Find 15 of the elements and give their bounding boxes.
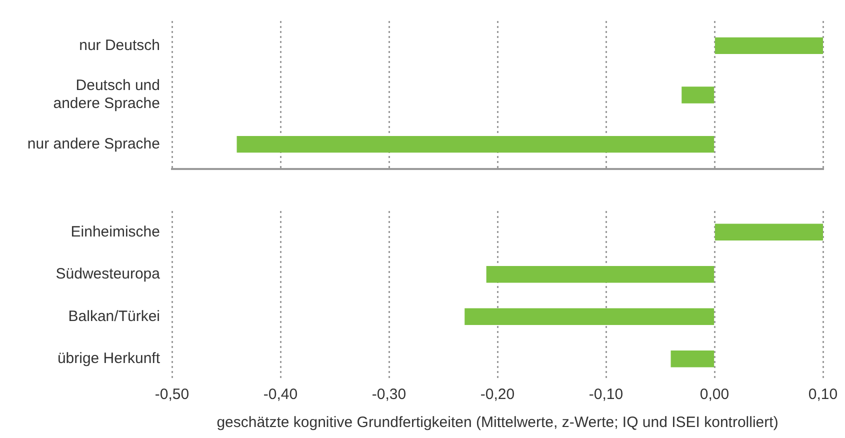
y-tick-label: nur Deutsch bbox=[79, 36, 160, 54]
y-tick-label: Südwesteuropa bbox=[56, 266, 161, 283]
x-tick-label: -0,30 bbox=[372, 386, 406, 404]
x-tick-label: 0,10 bbox=[808, 386, 838, 404]
y-tick-label: nur andere Sprache bbox=[27, 135, 160, 152]
x-tick-label: -0,10 bbox=[588, 386, 624, 404]
y-tick-label: Deutsch und andere Sprache bbox=[53, 77, 160, 112]
y-tick-label: Balkan/Türkei bbox=[68, 308, 160, 325]
x-tick-label: -0,50 bbox=[154, 386, 190, 404]
x-tick-label: 0,00 bbox=[700, 386, 730, 404]
x-axis-title: geschätzte kognitive Grundfertigkeiten (Mittelwerte, z-Werte; IQ und ISEI kontrolliert) bbox=[216, 414, 778, 432]
y-tick-label: übrige Herkunft bbox=[57, 350, 161, 368]
x-tick-label: -0,20 bbox=[480, 386, 515, 404]
x-tick-label: -0,40 bbox=[263, 386, 298, 404]
y-tick-label: Einheimische bbox=[70, 223, 160, 240]
